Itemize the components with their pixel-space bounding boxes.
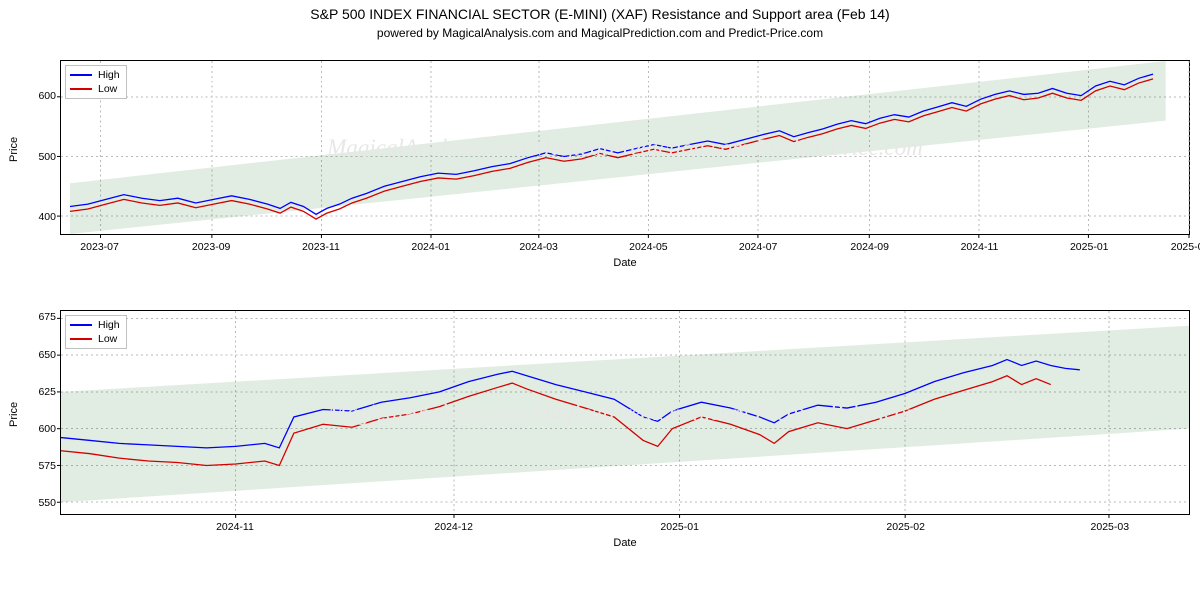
xtick-top: 2024-03	[519, 241, 558, 253]
xtick-top: 2025-01	[1070, 241, 1109, 253]
legend-label: High	[98, 69, 120, 81]
chart-top: MagicalAnalysis.com MagicalPrediction.co…	[60, 60, 1190, 235]
xlabel-top: Date	[60, 257, 1190, 269]
chart-bottom: MagicalAnalysis.com MagicalPrediction.co…	[60, 310, 1190, 515]
xtick-bottom: 2025-01	[660, 521, 699, 533]
support-band-top	[70, 61, 1166, 234]
legend-label: Low	[98, 333, 117, 345]
legend-swatch	[70, 324, 92, 326]
legend-item-0: High	[70, 318, 120, 332]
xtick-bottom: 2024-12	[434, 521, 473, 533]
ylabel-top: Price	[8, 136, 20, 161]
legend-label: High	[98, 319, 120, 331]
page-subtitle: powered by MagicalAnalysis.com and Magic…	[0, 22, 1200, 40]
legend-bottom: High Low	[65, 315, 127, 349]
legend-label: Low	[98, 83, 117, 95]
xtick-top: 2024-11	[961, 241, 999, 253]
legend-swatch	[70, 74, 92, 76]
xtick-top: 2024-05	[629, 241, 668, 253]
legend-item-1: Low	[70, 82, 120, 96]
xtick-top: 2025-03	[1171, 241, 1200, 253]
legend-top: High Low	[65, 65, 127, 99]
ytick-bottom: 600	[22, 423, 56, 435]
legend-swatch	[70, 88, 92, 90]
ytick-bottom: 675	[22, 311, 56, 323]
xlabel-bottom: Date	[60, 537, 1190, 549]
xtick-top: 2023-07	[80, 241, 119, 253]
page-title: S&P 500 INDEX FINANCIAL SECTOR (E-MINI) …	[0, 0, 1200, 22]
xtick-top: 2023-09	[192, 241, 231, 253]
ytick-bottom: 625	[22, 386, 56, 398]
ytick-bottom: 650	[22, 349, 56, 361]
legend-item-1: Low	[70, 332, 120, 346]
ytick-top: 500	[22, 151, 56, 163]
xtick-top: 2023-11	[302, 241, 340, 253]
support-band-bottom	[61, 326, 1189, 503]
ytick-top: 600	[22, 90, 56, 102]
xtick-top: 2024-07	[739, 241, 778, 253]
xtick-bottom: 2025-03	[1091, 521, 1130, 533]
ytick-bottom: 575	[22, 460, 56, 472]
xtick-top: 2024-09	[850, 241, 889, 253]
ytick-bottom: 550	[22, 497, 56, 509]
xtick-top: 2024-01	[411, 241, 450, 253]
xtick-bottom: 2024-11	[216, 521, 254, 533]
legend-swatch	[70, 338, 92, 340]
ylabel-bottom: Price	[8, 401, 20, 426]
xtick-bottom: 2025-02	[886, 521, 925, 533]
ytick-top: 400	[22, 211, 56, 223]
legend-item-0: High	[70, 68, 120, 82]
